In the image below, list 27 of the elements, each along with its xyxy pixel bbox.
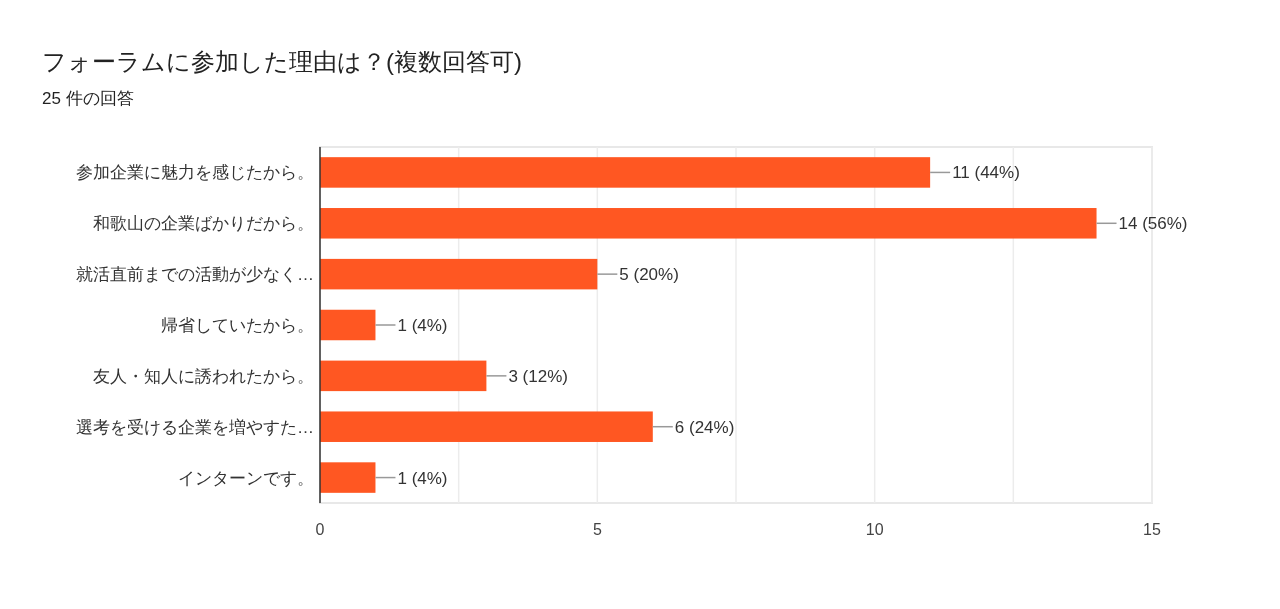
- bar: [320, 309, 376, 341]
- y-tick-label: 参加企業に魅力を感じたから。: [76, 163, 314, 183]
- bar: [320, 258, 598, 290]
- data-label: 1 (4%): [397, 468, 448, 488]
- data-label: 6 (24%): [674, 417, 735, 437]
- y-tick-label: 帰省していたから。: [161, 316, 314, 335]
- y-tick-label: 就活直前までの活動が少なく…: [76, 265, 314, 285]
- x-tick-label: 15: [1143, 521, 1161, 538]
- chart-title: フォーラムに参加した理由は？(複数回答可): [42, 48, 522, 75]
- bar: [320, 360, 487, 392]
- bar: [320, 208, 1097, 239]
- data-label: 11 (44%): [952, 163, 1020, 183]
- x-tick-label: 5: [592, 521, 602, 538]
- y-tick-label: 和歌山の企業ばかりだから。: [93, 214, 314, 234]
- data-label: 14 (56%): [1118, 214, 1188, 234]
- text: 25 件の回答: [42, 89, 134, 108]
- bar: [320, 462, 376, 493]
- x-tick-label: 10: [865, 521, 884, 538]
- y-tick-label: 選考を受ける企業を増やすた…: [76, 417, 314, 437]
- data-label: 5 (20%): [619, 265, 679, 285]
- y-tick-label: インターンです。: [178, 468, 314, 488]
- y-tick-label: 友人・知人に誘われたから。: [93, 366, 314, 386]
- x-tick-label: 0: [315, 521, 325, 538]
- data-label: 3 (12%): [508, 366, 568, 386]
- data-label: 1 (4%): [397, 316, 448, 335]
- bar: [320, 411, 653, 442]
- bar: [320, 157, 931, 188]
